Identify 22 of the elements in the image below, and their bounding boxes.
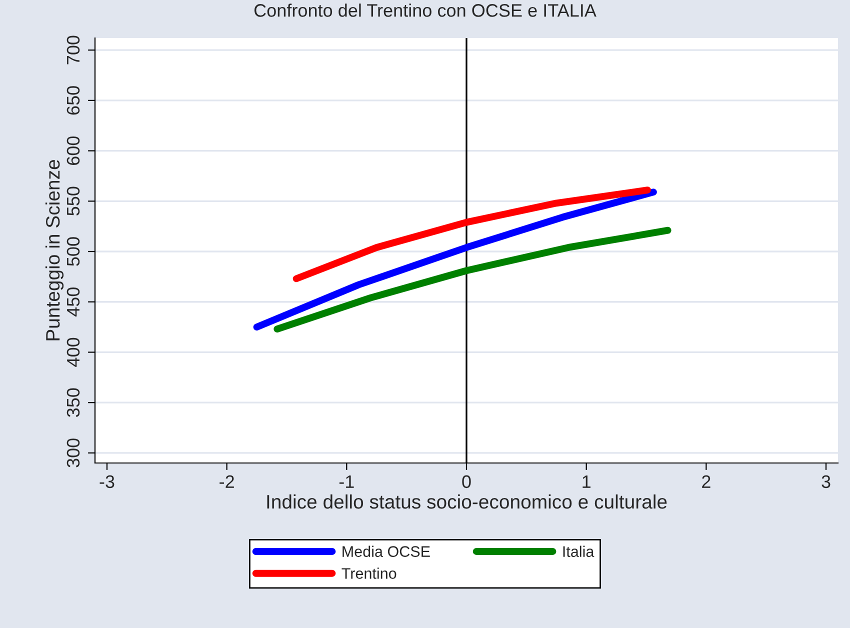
x-tick-label: 1 xyxy=(582,475,590,488)
y-tick-label: 450 xyxy=(66,288,80,317)
x-tick-label: 2 xyxy=(702,475,710,488)
legend-label: Media OCSE xyxy=(342,546,430,557)
x-tick-label: -3 xyxy=(100,475,114,488)
y-tick-label: 650 xyxy=(66,86,80,115)
y-tick-label: 400 xyxy=(66,338,80,367)
y-tick-label: 700 xyxy=(66,36,80,64)
legend-label: Trentino xyxy=(342,568,396,579)
x-tick-label: 0 xyxy=(462,475,471,488)
y-tick-label: 350 xyxy=(66,388,80,417)
x-axis-title: Indice dello status socio-economico e culturale xyxy=(267,494,667,509)
y-tick-label: 500 xyxy=(66,237,80,266)
x-tick-label: -1 xyxy=(339,475,354,488)
x-tick-label: -2 xyxy=(220,475,234,488)
y-tick-label: 550 xyxy=(66,186,80,216)
chart-title: Confronto del Trentino con OCSE e ITALIA xyxy=(254,4,596,17)
x-tick-label: 3 xyxy=(822,475,830,488)
y-tick-label: 300 xyxy=(66,438,80,468)
y-tick-label: 600 xyxy=(66,136,80,165)
y-axis-title: Punteggio in Scienze xyxy=(45,160,64,340)
legend-label: Italia xyxy=(563,546,594,557)
